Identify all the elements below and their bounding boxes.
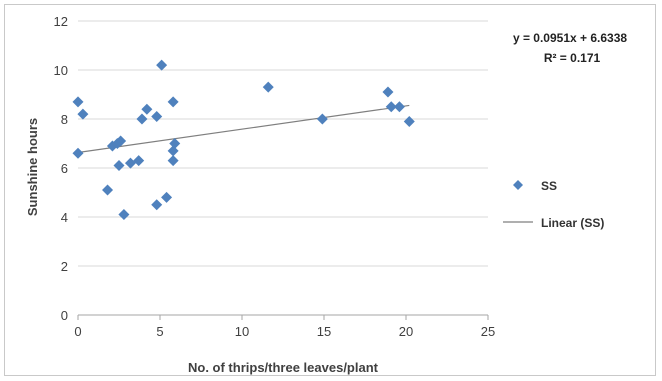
trendline-linear-ss (77, 104, 410, 154)
data-point (316, 113, 328, 125)
y-tick-label: 12 (54, 14, 68, 29)
y-tick-label: 0 (61, 308, 68, 323)
legend-label-linear: Linear (SS) (541, 216, 604, 230)
data-point (77, 108, 89, 120)
y-tick-label: 10 (54, 63, 68, 78)
x-axis-title: No. of thrips/three leaves/plant (188, 360, 379, 375)
x-tick-label: 20 (399, 324, 413, 339)
y-tick-label: 4 (61, 210, 68, 225)
data-point (169, 138, 181, 149)
x-tick-labels: 0 5 10 15 20 25 (74, 324, 495, 339)
x-tick-label: 10 (235, 324, 249, 339)
data-point (72, 96, 84, 108)
data-point (136, 113, 148, 125)
y-axis-title: Sunshine hours (25, 118, 40, 216)
x-tick-label: 25 (481, 324, 495, 339)
data-point (118, 209, 130, 221)
data-point (115, 135, 127, 147)
data-point (141, 103, 153, 115)
data-point (262, 81, 274, 93)
data-point (151, 111, 163, 123)
x-tick-label: 0 (74, 324, 81, 339)
y-tick-label: 2 (61, 259, 68, 274)
legend: SS Linear (SS) (503, 179, 604, 230)
data-point (167, 145, 179, 157)
data-point (161, 191, 173, 203)
data-point (151, 199, 163, 211)
data-point (124, 157, 136, 169)
trendline (77, 104, 410, 154)
data-point (385, 101, 397, 113)
axes (77, 314, 489, 320)
y-tick-label: 8 (61, 112, 68, 127)
r-squared: R² = 0.171 (544, 51, 601, 65)
x-tick-label: 5 (156, 324, 163, 339)
data-point (102, 184, 114, 196)
data-points (72, 59, 415, 221)
legend-label-ss: SS (541, 179, 557, 193)
y-tick-label: 6 (61, 161, 68, 176)
x-tick-label: 15 (317, 324, 331, 339)
data-point (72, 147, 84, 159)
data-point (393, 101, 405, 113)
y-tick-labels: 0 2 4 6 8 10 12 (54, 14, 68, 323)
gridlines (78, 20, 488, 267)
trendline-equation: y = 0.0951x + 6.6338 (513, 31, 627, 45)
data-point (156, 59, 168, 71)
data-point (113, 160, 125, 172)
data-point (382, 86, 394, 98)
data-point (403, 115, 415, 127)
data-point (167, 96, 179, 108)
data-point (133, 155, 145, 167)
data-point (167, 155, 179, 167)
legend-marker-ss (513, 180, 523, 190)
